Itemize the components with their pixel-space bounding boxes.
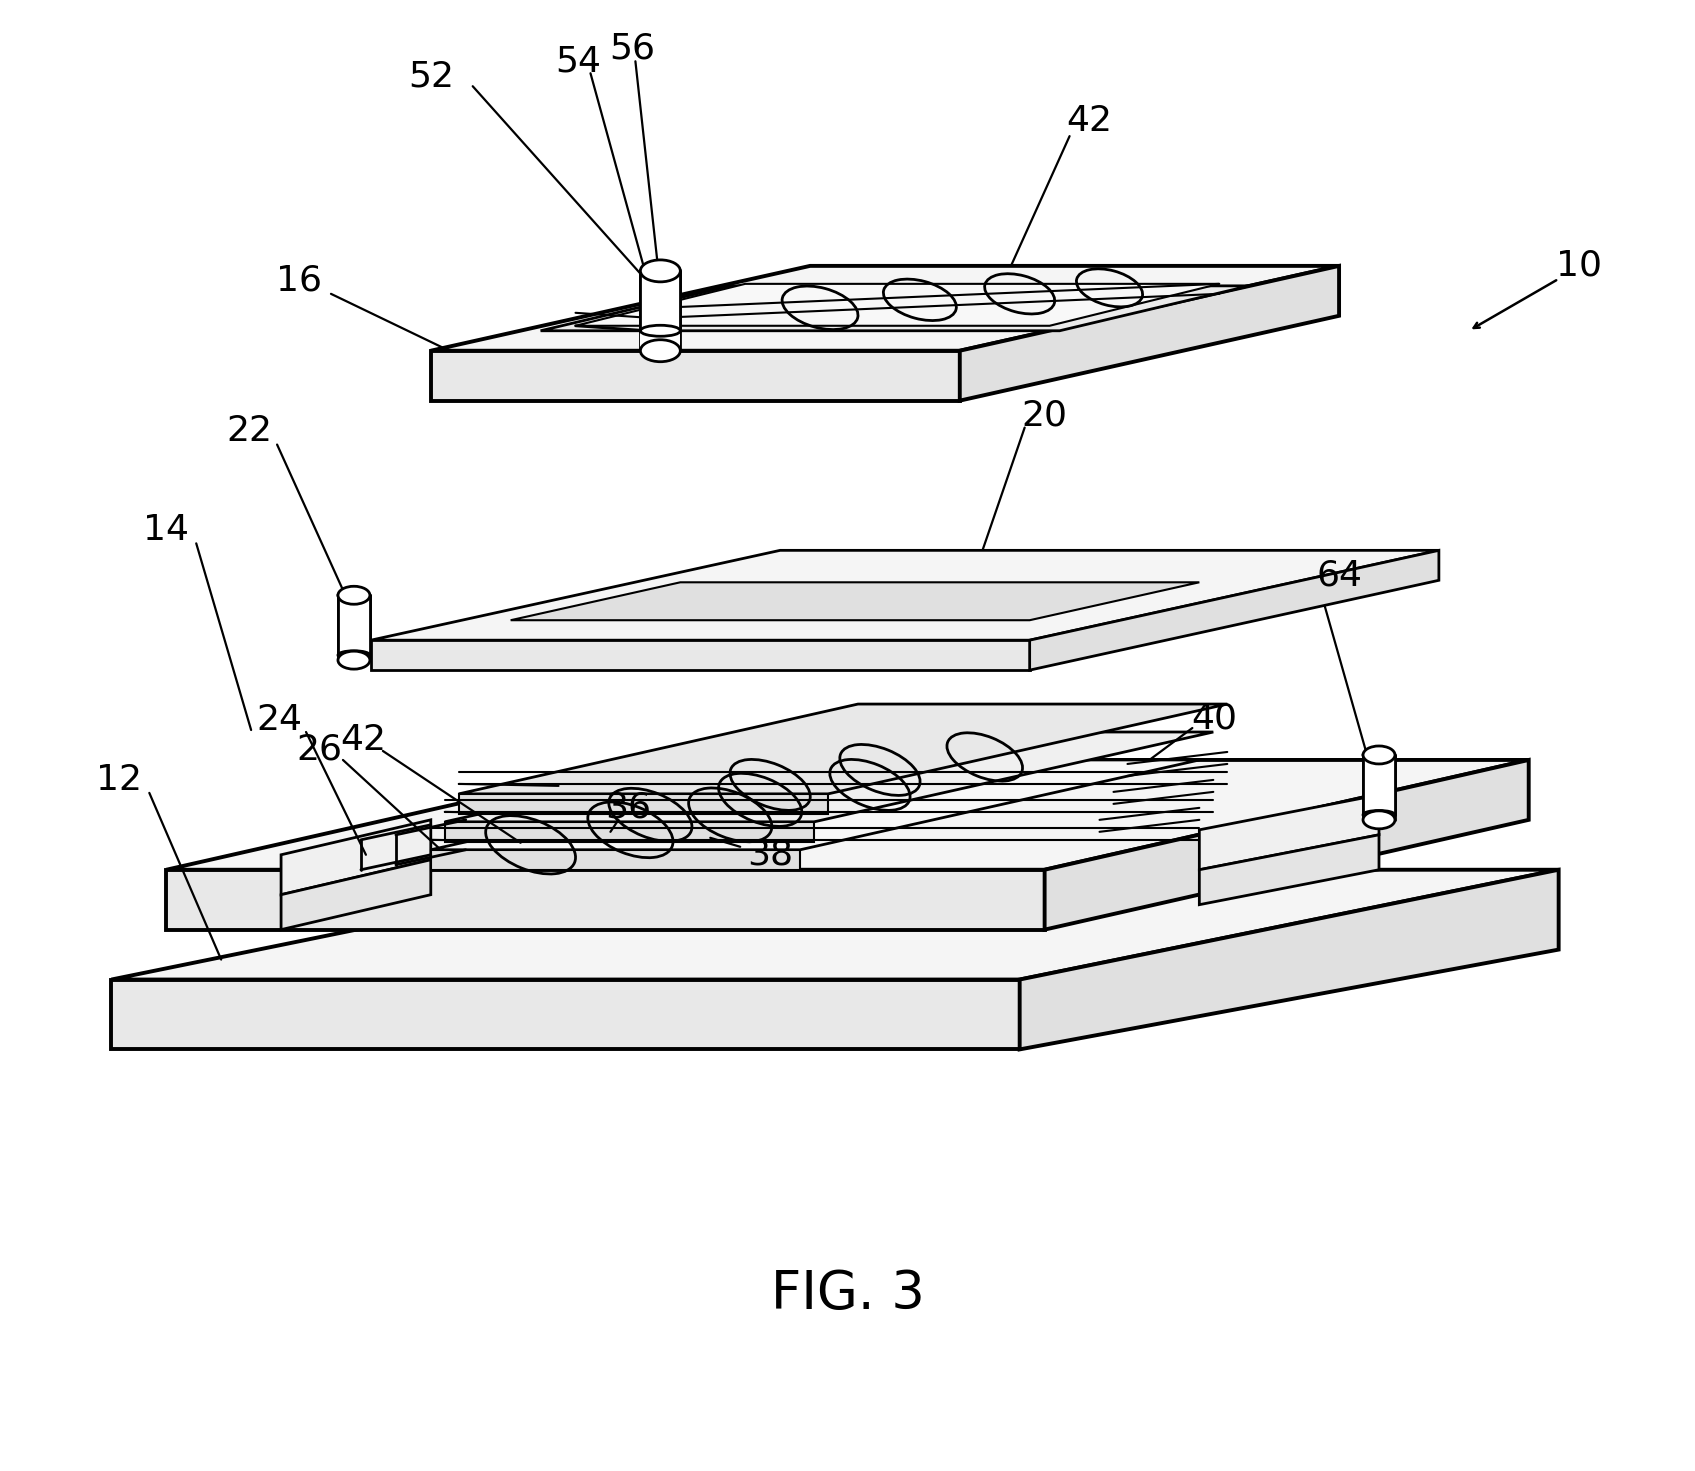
Ellipse shape: [337, 652, 370, 669]
Text: 24: 24: [256, 703, 302, 737]
Polygon shape: [959, 266, 1339, 400]
Ellipse shape: [641, 260, 680, 282]
Ellipse shape: [337, 650, 370, 659]
Polygon shape: [1363, 755, 1395, 815]
Ellipse shape: [337, 587, 370, 605]
Text: 14: 14: [144, 513, 190, 547]
Polygon shape: [641, 271, 680, 331]
Ellipse shape: [641, 325, 680, 337]
Ellipse shape: [1363, 746, 1395, 763]
Text: 42: 42: [1066, 104, 1112, 138]
Polygon shape: [431, 850, 800, 869]
Polygon shape: [459, 705, 1227, 794]
Polygon shape: [281, 859, 431, 930]
Text: 26: 26: [297, 733, 342, 766]
Polygon shape: [112, 980, 1020, 1049]
Ellipse shape: [337, 591, 370, 600]
Polygon shape: [166, 761, 1529, 869]
Polygon shape: [541, 285, 1249, 331]
Text: 16: 16: [276, 263, 322, 297]
Polygon shape: [576, 284, 1219, 325]
Polygon shape: [431, 266, 1339, 350]
Ellipse shape: [1363, 811, 1395, 819]
Ellipse shape: [641, 265, 680, 277]
Polygon shape: [1200, 836, 1380, 905]
Text: 20: 20: [1022, 399, 1068, 432]
Text: 56: 56: [610, 31, 656, 65]
Polygon shape: [281, 819, 431, 894]
Text: 64: 64: [1315, 559, 1363, 593]
Polygon shape: [337, 596, 370, 655]
Polygon shape: [1044, 761, 1529, 930]
Polygon shape: [1363, 755, 1395, 819]
Text: FIG. 3: FIG. 3: [771, 1268, 925, 1319]
Polygon shape: [112, 869, 1559, 980]
Polygon shape: [510, 583, 1200, 621]
Polygon shape: [371, 640, 1029, 671]
Polygon shape: [1020, 869, 1559, 1049]
Text: 40: 40: [1192, 702, 1237, 736]
Text: 52: 52: [408, 59, 454, 93]
Polygon shape: [371, 550, 1439, 640]
Text: 42: 42: [341, 722, 386, 758]
Text: 36: 36: [605, 791, 651, 825]
Polygon shape: [641, 271, 680, 350]
Text: 10: 10: [1556, 249, 1602, 282]
Ellipse shape: [641, 340, 680, 362]
Polygon shape: [444, 822, 814, 841]
Text: 38: 38: [747, 838, 793, 872]
Polygon shape: [166, 869, 1044, 930]
Text: 54: 54: [556, 44, 602, 78]
Polygon shape: [1200, 794, 1380, 869]
Polygon shape: [431, 350, 959, 400]
Ellipse shape: [1363, 750, 1395, 759]
Text: 12: 12: [97, 763, 142, 797]
Polygon shape: [459, 794, 829, 813]
Polygon shape: [444, 733, 1214, 822]
Ellipse shape: [1363, 811, 1395, 828]
Polygon shape: [1029, 550, 1439, 671]
Text: 22: 22: [225, 413, 273, 447]
Polygon shape: [431, 761, 1200, 850]
Polygon shape: [337, 596, 370, 660]
